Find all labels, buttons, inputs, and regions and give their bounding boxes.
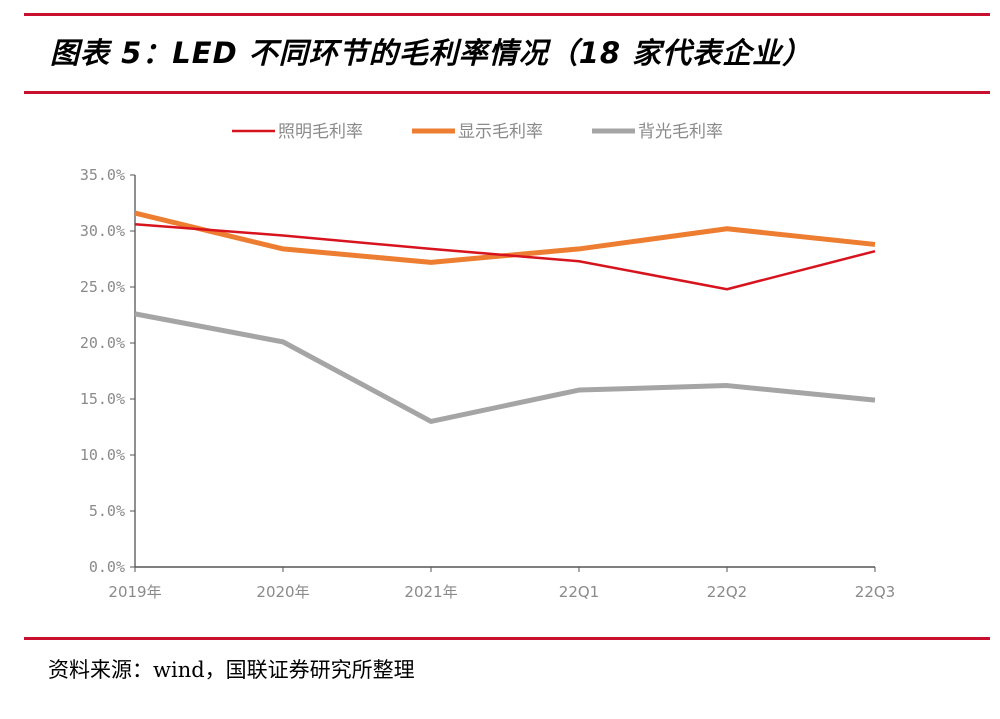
x-tick-label: 22Q2 [707, 583, 747, 601]
series-line-1 [134, 223, 876, 291]
y-tick-label: 20.0% [80, 334, 125, 352]
y-axis: 0.0% 5.0% 10.0% 15.0% 20.0% 25.0% 30.0% 35.0% [80, 166, 136, 576]
legend-label: 显示毛利率 [458, 122, 543, 142]
source-rule [24, 637, 990, 640]
y-tick-label: 0.0% [89, 558, 125, 576]
y-tick-label: 10.0% [80, 446, 125, 464]
legend: 照明毛利率 显示毛利率 背光毛利率 [232, 122, 723, 142]
y-tick-label: 5.0% [89, 502, 125, 520]
x-axis: 2019年 2020年 2021年 22Q1 22Q2 22Q3 [108, 566, 895, 601]
x-tick-label: 22Q1 [559, 583, 599, 601]
y-tick-label: 15.0% [80, 390, 125, 408]
title-rule [24, 91, 990, 94]
y-tick-label: 30.0% [80, 222, 125, 240]
series-line-3 [134, 311, 876, 424]
x-tick-label: 22Q3 [855, 583, 895, 601]
top-rule [24, 13, 990, 16]
series-lines [134, 210, 876, 424]
line-chart: 照明毛利率 显示毛利率 背光毛利率 0.0% 5.0% 10.0% 15.0% 20.0% 2… [80, 122, 895, 601]
y-tick-label: 35.0% [80, 166, 125, 184]
x-tick-label: 2020年 [256, 583, 309, 601]
x-tick-label: 2019年 [108, 583, 161, 601]
source-note: 资料来源：wind，国联证券研究所整理 [48, 658, 415, 682]
y-tick-label: 25.0% [80, 278, 125, 296]
legend-label: 背光毛利率 [638, 122, 723, 142]
chart-title: 图表 5：LED 不同环节的毛利率情况（18 家代表企业） [50, 36, 813, 70]
x-tick-label: 2021年 [404, 583, 457, 601]
legend-label: 照明毛利率 [278, 122, 363, 142]
